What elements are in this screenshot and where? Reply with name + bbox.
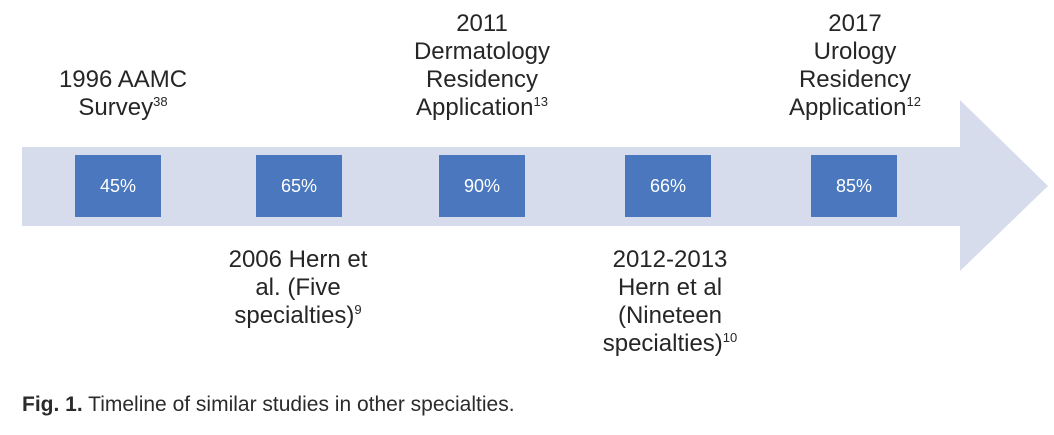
- reference-number: 12: [906, 94, 921, 109]
- label-line: 2012-2013: [612, 246, 728, 273]
- label-text: Application: [416, 94, 534, 121]
- milestone-value: 66%: [649, 175, 687, 196]
- reference-number: 13: [533, 94, 548, 109]
- milestone-box-2006: 65%: [256, 155, 342, 217]
- label-line: 2017: [828, 10, 882, 37]
- milestone-label-1996: 1996 AAMC Survey38: [18, 66, 228, 122]
- label-line: 2006 Hern et: [228, 246, 368, 273]
- milestone-label-2006: 2006 Hern et al. (Five specialties)9: [198, 246, 398, 330]
- label-line: Urology: [813, 38, 897, 65]
- reference-number: 9: [354, 302, 362, 317]
- label-text: Survey: [78, 94, 154, 121]
- milestone-value: 45%: [99, 175, 137, 196]
- caption-text: Timeline of similar studies in other spe…: [88, 393, 515, 416]
- label-line: Application13: [372, 94, 592, 122]
- reference-number: 38: [153, 94, 168, 109]
- figure-caption: Fig. 1. Timeline of similar studies in o…: [22, 393, 515, 417]
- milestone-value: 90%: [463, 175, 501, 196]
- milestone-box-2011: 90%: [439, 155, 525, 217]
- caption-label: Fig. 1.: [22, 393, 83, 416]
- milestone-value: 65%: [280, 175, 318, 196]
- milestone-label-2011: 2011 Dermatology Residency Application13: [372, 10, 592, 122]
- label-line: al. (Five: [255, 274, 341, 301]
- label-text: specialties): [234, 302, 355, 329]
- label-line: specialties)9: [198, 302, 398, 330]
- milestone-box-1996: 45%: [75, 155, 161, 217]
- milestone-value: 85%: [835, 175, 873, 196]
- label-line: (Nineteen: [617, 302, 723, 329]
- label-text: Application: [789, 94, 907, 121]
- label-line: 1996 AAMC: [58, 66, 188, 93]
- label-line: Survey38: [18, 94, 228, 122]
- label-line: 2011: [456, 10, 508, 37]
- label-line: Residency: [425, 66, 539, 93]
- arrow-shape: [22, 100, 1048, 271]
- milestone-box-2017: 85%: [811, 155, 897, 217]
- label-line: Residency: [798, 66, 912, 93]
- milestone-label-2012: 2012-2013 Hern et al (Nineteen specialti…: [565, 246, 775, 358]
- reference-number: 10: [722, 330, 738, 345]
- milestone-box-2012: 66%: [625, 155, 711, 217]
- label-line: Dermatology: [413, 38, 551, 65]
- label-line: Hern et al: [617, 274, 723, 301]
- label-line: specialties)10: [565, 330, 775, 358]
- label-text: specialties): [602, 330, 723, 357]
- milestone-label-2017: 2017 Urology Residency Application12: [745, 10, 965, 122]
- label-line: Application12: [745, 94, 965, 122]
